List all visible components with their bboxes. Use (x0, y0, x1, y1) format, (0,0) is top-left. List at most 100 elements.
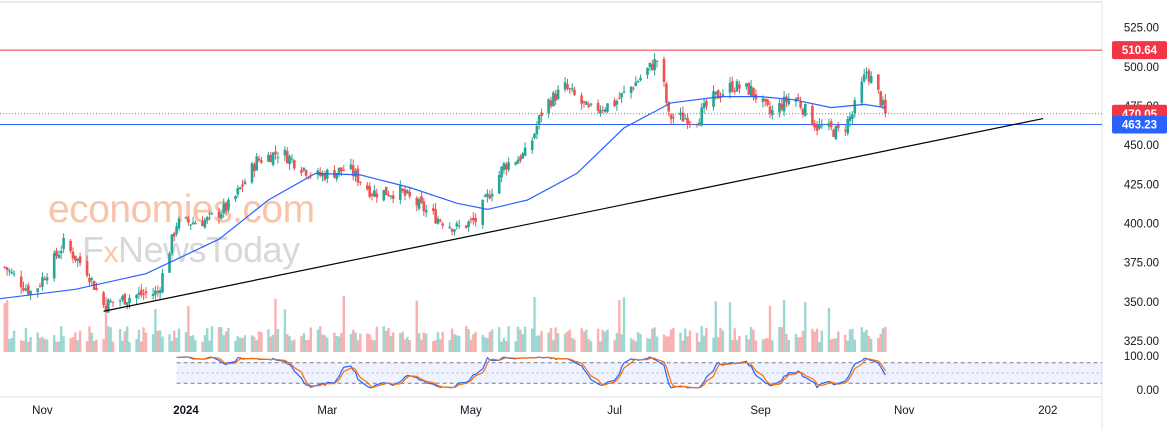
candle-body (368, 186, 371, 197)
candle-body (589, 103, 593, 105)
candle-body (12, 273, 16, 275)
candle (255, 153, 258, 171)
volume-bar (151, 334, 155, 352)
volume-bar (408, 340, 411, 352)
volume-bar (170, 341, 174, 352)
candle-body (782, 96, 786, 112)
candle (820, 119, 824, 129)
candle (274, 145, 277, 160)
candle (302, 167, 306, 173)
volume-bar (107, 326, 110, 352)
volume-bar (144, 332, 148, 352)
volume-bar (860, 327, 863, 352)
candle (601, 105, 605, 114)
candle-body (107, 299, 110, 313)
candle-body (450, 228, 454, 232)
candle (832, 128, 835, 138)
candle-body (22, 287, 25, 291)
candle-body (615, 101, 619, 105)
volume-bar (432, 341, 435, 352)
candle-body (3, 266, 6, 268)
candle (217, 207, 221, 224)
volume-bar (154, 309, 157, 352)
volume-bar (194, 340, 197, 352)
candle (260, 156, 263, 164)
candle-body (154, 290, 157, 295)
candle-body (55, 250, 58, 257)
volume-bar (827, 307, 831, 352)
volume-bar (465, 326, 468, 352)
volume-bar (554, 327, 557, 352)
candle-body (354, 170, 357, 177)
volume-bar (227, 327, 230, 352)
candle (24, 284, 28, 292)
candle-body (24, 288, 28, 291)
candle-body (622, 91, 626, 93)
candle (10, 268, 14, 275)
volume-bar (815, 328, 819, 352)
time-tick-label: Mar (317, 405, 337, 417)
candle (752, 87, 755, 101)
volume-bar (342, 296, 345, 352)
candle-body (29, 291, 32, 296)
volume-bar (349, 333, 353, 352)
candle (85, 255, 89, 278)
volume-bar (702, 335, 706, 352)
candle-body (403, 189, 407, 196)
volume-bar (260, 332, 263, 352)
candle-body (123, 293, 127, 305)
candle-body (74, 255, 77, 261)
volume-bar (585, 329, 588, 352)
volume-bar (95, 339, 98, 352)
volume-bar (203, 335, 207, 352)
volume-bar (3, 303, 6, 352)
volume-bar (401, 331, 404, 352)
candle (52, 250, 56, 282)
candle-body (250, 163, 254, 183)
volume-bar (269, 336, 272, 352)
volume-bar (837, 331, 840, 352)
candle-body (519, 156, 522, 161)
resistance-label-bg (1112, 41, 1167, 60)
volume-bar (53, 335, 56, 352)
candle-body (464, 225, 468, 228)
candle-body (88, 278, 91, 283)
volume-bar (161, 336, 164, 352)
candle-body (267, 154, 270, 162)
candle-body (570, 88, 574, 90)
candle (837, 121, 840, 132)
candle (222, 198, 225, 218)
candle (811, 104, 814, 126)
candle-body (288, 156, 291, 165)
candle (844, 125, 847, 137)
candle (834, 125, 838, 141)
support-label-text: 463.23 (1122, 119, 1157, 131)
candle (636, 79, 640, 83)
candle-body (747, 82, 751, 95)
candle-body (502, 163, 506, 170)
candle (530, 137, 534, 154)
volume-bar (721, 330, 725, 352)
candle (288, 154, 291, 170)
candle-body (457, 225, 461, 227)
volume-bar (191, 335, 195, 352)
candle-body (432, 208, 435, 211)
volume-bar (29, 337, 32, 352)
candle-body (469, 219, 473, 221)
candle-body (500, 166, 503, 178)
candle-body (618, 98, 621, 99)
volume-bar (356, 340, 360, 352)
candle-body (523, 147, 527, 156)
candle-body (271, 152, 275, 165)
volume-bar (415, 300, 418, 352)
volume-bar (728, 302, 732, 352)
candle-body (815, 124, 819, 131)
candle (497, 170, 501, 195)
candle (403, 185, 407, 201)
candle (441, 221, 444, 229)
candle-body (877, 74, 880, 90)
candle (585, 100, 588, 105)
stoch-d-line (176, 356, 886, 389)
volume-bar (85, 341, 89, 352)
candle (620, 92, 623, 104)
